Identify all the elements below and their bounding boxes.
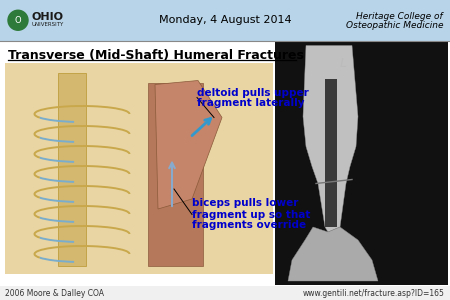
Bar <box>148 82 203 266</box>
Text: fragments override: fragments override <box>192 220 306 230</box>
Polygon shape <box>303 46 358 232</box>
Bar <box>0 40 450 286</box>
Bar <box>58 73 86 266</box>
Bar <box>0 0 450 40</box>
Text: O: O <box>15 16 21 25</box>
Text: fragment laterally: fragment laterally <box>197 98 305 109</box>
Text: Monday, 4 August 2014: Monday, 4 August 2014 <box>159 15 291 25</box>
Text: Osteopathic Medicine: Osteopathic Medicine <box>346 21 443 30</box>
Text: 2006 Moore & Dalley COA: 2006 Moore & Dalley COA <box>5 289 104 298</box>
Text: OHIO: OHIO <box>32 12 64 22</box>
Circle shape <box>8 10 28 30</box>
Bar <box>5 62 273 274</box>
Text: Transverse (Mid-Shaft) Humeral Fractures: Transverse (Mid-Shaft) Humeral Fractures <box>8 49 304 62</box>
Text: fragment up so that: fragment up so that <box>192 209 310 220</box>
Text: Heritage College of: Heritage College of <box>356 12 443 21</box>
Bar <box>325 79 337 227</box>
Text: L: L <box>339 57 346 70</box>
Bar <box>275 41 448 285</box>
Text: www.gentili.net/fracture.asp?ID=165: www.gentili.net/fracture.asp?ID=165 <box>303 289 445 298</box>
Text: deltoid pulls upper: deltoid pulls upper <box>197 88 309 98</box>
Polygon shape <box>155 80 222 209</box>
Polygon shape <box>288 227 378 281</box>
Text: biceps pulls lower: biceps pulls lower <box>192 199 298 208</box>
Text: UNIVERSITY: UNIVERSITY <box>32 22 64 27</box>
